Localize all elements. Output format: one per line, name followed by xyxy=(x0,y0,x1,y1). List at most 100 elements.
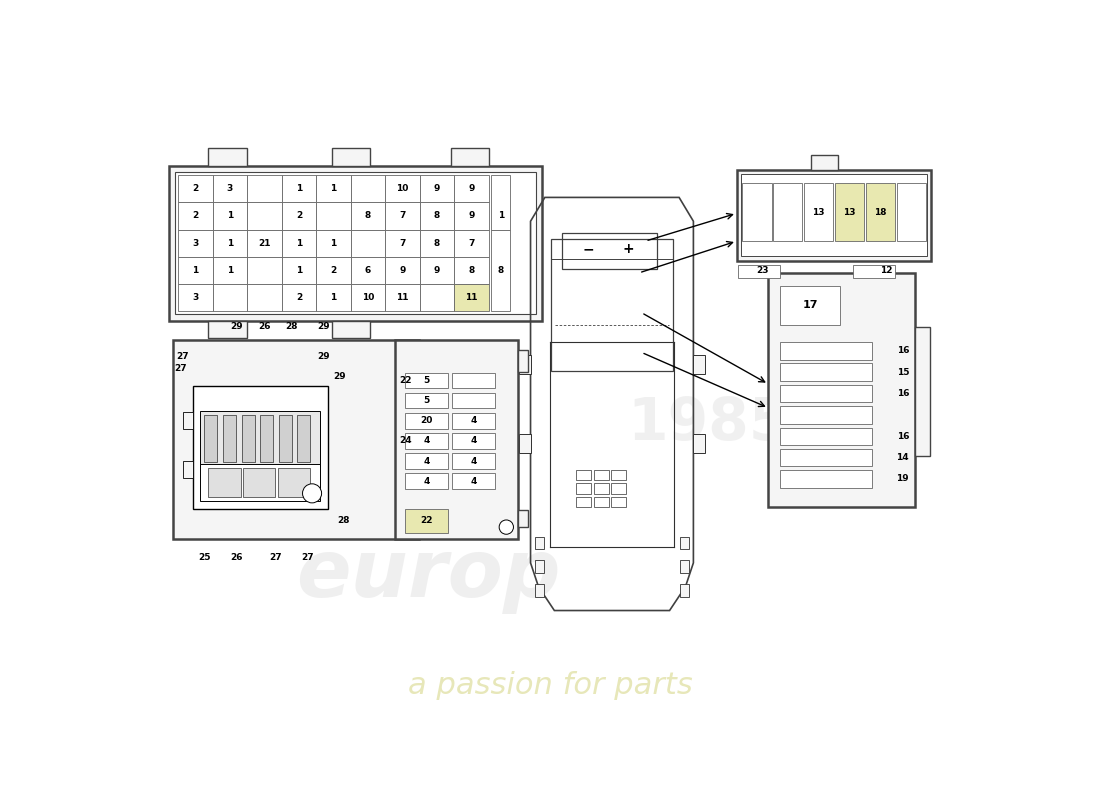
Bar xyxy=(680,537,690,550)
Bar xyxy=(780,363,871,381)
Bar xyxy=(351,257,385,284)
Bar xyxy=(454,257,488,284)
Text: 23: 23 xyxy=(756,266,769,275)
Bar xyxy=(405,373,448,388)
Text: 1: 1 xyxy=(227,211,233,221)
Text: 9: 9 xyxy=(469,211,475,221)
Bar xyxy=(183,461,192,478)
Bar xyxy=(780,427,871,445)
Bar xyxy=(248,257,282,284)
Bar xyxy=(405,393,448,409)
Circle shape xyxy=(302,484,321,503)
Text: 25: 25 xyxy=(198,554,211,562)
Bar xyxy=(535,584,544,597)
Text: 9: 9 xyxy=(433,184,440,194)
Bar xyxy=(420,202,454,230)
Bar xyxy=(242,414,254,462)
Bar xyxy=(420,284,454,311)
Bar xyxy=(248,202,282,230)
Bar xyxy=(612,497,626,507)
Text: 16: 16 xyxy=(896,432,909,441)
Bar xyxy=(576,497,592,507)
Bar xyxy=(451,148,488,166)
Text: 4: 4 xyxy=(424,436,430,446)
Bar xyxy=(175,172,536,314)
Bar xyxy=(780,470,871,488)
Bar xyxy=(261,414,273,462)
Bar xyxy=(178,230,212,257)
Text: 4: 4 xyxy=(471,416,476,426)
Bar xyxy=(551,238,673,371)
Text: −: − xyxy=(582,242,594,256)
Text: 27: 27 xyxy=(301,554,314,562)
Bar xyxy=(385,202,420,230)
Bar xyxy=(282,175,317,202)
Text: 27: 27 xyxy=(177,352,189,361)
Text: 2: 2 xyxy=(330,266,337,274)
Bar xyxy=(178,202,212,230)
Bar xyxy=(278,414,292,462)
Text: 1985: 1985 xyxy=(628,395,790,452)
Bar xyxy=(317,284,351,311)
Bar xyxy=(200,464,320,502)
Bar xyxy=(212,257,248,284)
Text: 16: 16 xyxy=(896,346,909,355)
Bar xyxy=(612,470,626,480)
Bar xyxy=(282,257,317,284)
Bar xyxy=(780,406,871,424)
Bar xyxy=(317,175,351,202)
Bar xyxy=(208,148,246,166)
Bar xyxy=(248,230,282,257)
Bar xyxy=(212,230,248,257)
Bar xyxy=(896,182,926,242)
Bar xyxy=(212,202,248,230)
Text: 20: 20 xyxy=(420,416,432,426)
Bar xyxy=(331,148,370,166)
Bar xyxy=(915,326,930,456)
Circle shape xyxy=(499,520,514,534)
Bar xyxy=(405,474,448,489)
Bar xyxy=(331,321,370,338)
Bar xyxy=(178,257,212,284)
Text: 11: 11 xyxy=(465,293,477,302)
Bar xyxy=(738,265,780,278)
Bar xyxy=(518,350,528,372)
Bar xyxy=(420,257,454,284)
Text: 21: 21 xyxy=(258,238,271,247)
Text: 7: 7 xyxy=(399,211,406,221)
Text: europ: europ xyxy=(296,536,560,614)
Text: 8: 8 xyxy=(433,238,440,247)
Text: 13: 13 xyxy=(812,207,825,217)
Bar xyxy=(452,433,495,449)
Text: 2: 2 xyxy=(296,211,303,221)
Bar xyxy=(297,414,310,462)
Text: 10: 10 xyxy=(362,293,374,302)
Text: 3: 3 xyxy=(192,238,199,247)
Bar xyxy=(804,182,833,242)
Text: 1: 1 xyxy=(330,184,337,194)
Text: 9: 9 xyxy=(399,266,406,274)
Text: 1: 1 xyxy=(330,293,337,302)
Text: 27: 27 xyxy=(270,554,283,562)
Bar xyxy=(192,386,328,510)
Bar xyxy=(576,483,592,494)
Text: 19: 19 xyxy=(896,474,909,483)
Bar xyxy=(317,230,351,257)
Text: 18: 18 xyxy=(874,207,887,217)
Text: 2: 2 xyxy=(192,184,199,194)
Bar xyxy=(535,537,544,550)
Bar xyxy=(205,414,218,462)
Bar xyxy=(420,230,454,257)
Bar xyxy=(282,230,317,257)
Text: 1: 1 xyxy=(296,266,303,274)
Bar xyxy=(742,182,771,242)
Text: 24: 24 xyxy=(399,436,411,446)
Bar xyxy=(223,414,236,462)
Bar xyxy=(183,412,192,429)
Bar xyxy=(351,230,385,257)
Text: 17: 17 xyxy=(802,301,818,310)
Text: 12: 12 xyxy=(880,266,892,275)
Bar xyxy=(351,175,385,202)
Bar xyxy=(854,265,894,278)
Bar xyxy=(454,230,488,257)
